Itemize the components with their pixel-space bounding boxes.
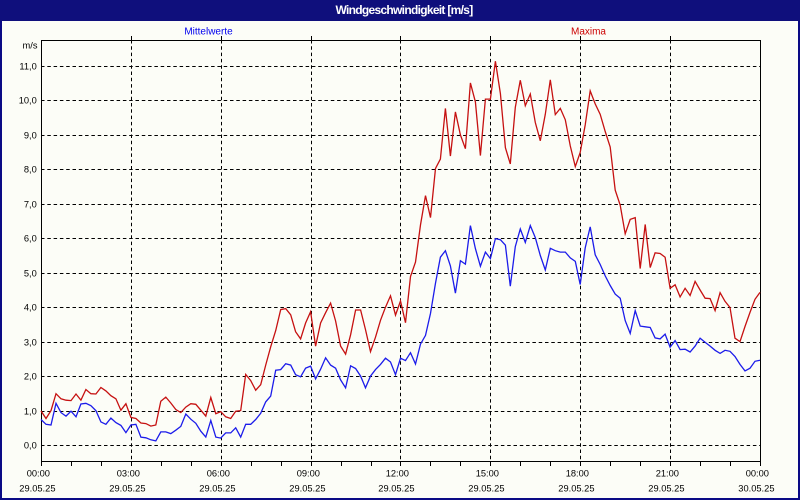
svg-text:0,0: 0,0 [24, 441, 37, 451]
svg-text:00:00: 00:00 [746, 469, 769, 479]
svg-text:09:00: 09:00 [297, 469, 320, 479]
svg-text:00:00: 00:00 [27, 469, 50, 479]
svg-text:8,0: 8,0 [24, 165, 37, 175]
svg-text:29.05.25: 29.05.25 [378, 483, 414, 493]
svg-text:29.05.25: 29.05.25 [19, 483, 55, 493]
svg-text:Mittelwerte: Mittelwerte [184, 27, 233, 38]
svg-text:12:00: 12:00 [386, 469, 409, 479]
svg-text:06:00: 06:00 [207, 469, 230, 479]
svg-text:6,0: 6,0 [24, 234, 37, 244]
svg-text:18:00: 18:00 [566, 469, 589, 479]
svg-text:7,0: 7,0 [24, 200, 37, 210]
svg-text:21:00: 21:00 [656, 469, 679, 479]
svg-text:Maxima: Maxima [571, 27, 606, 38]
svg-text:29.05.25: 29.05.25 [199, 483, 235, 493]
svg-text:1,0: 1,0 [24, 407, 37, 417]
svg-text:4,0: 4,0 [24, 303, 37, 313]
svg-text:10,0: 10,0 [19, 96, 37, 106]
svg-text:11,0: 11,0 [19, 62, 36, 72]
svg-text:29.05.25: 29.05.25 [558, 483, 594, 493]
svg-text:29.05.25: 29.05.25 [289, 483, 325, 493]
svg-text:30.05.25: 30.05.25 [738, 483, 774, 493]
svg-text:15:00: 15:00 [476, 469, 499, 479]
svg-text:03:00: 03:00 [117, 469, 140, 479]
svg-text:3,0: 3,0 [24, 338, 37, 348]
svg-text:29.05.25: 29.05.25 [648, 483, 684, 493]
svg-text:2,0: 2,0 [24, 372, 37, 382]
svg-text:5,0: 5,0 [24, 269, 37, 279]
svg-text:29.05.25: 29.05.25 [109, 483, 145, 493]
svg-text:29.05.25: 29.05.25 [468, 483, 504, 493]
svg-text:9,0: 9,0 [24, 131, 37, 141]
svg-text:m/s: m/s [23, 41, 38, 51]
